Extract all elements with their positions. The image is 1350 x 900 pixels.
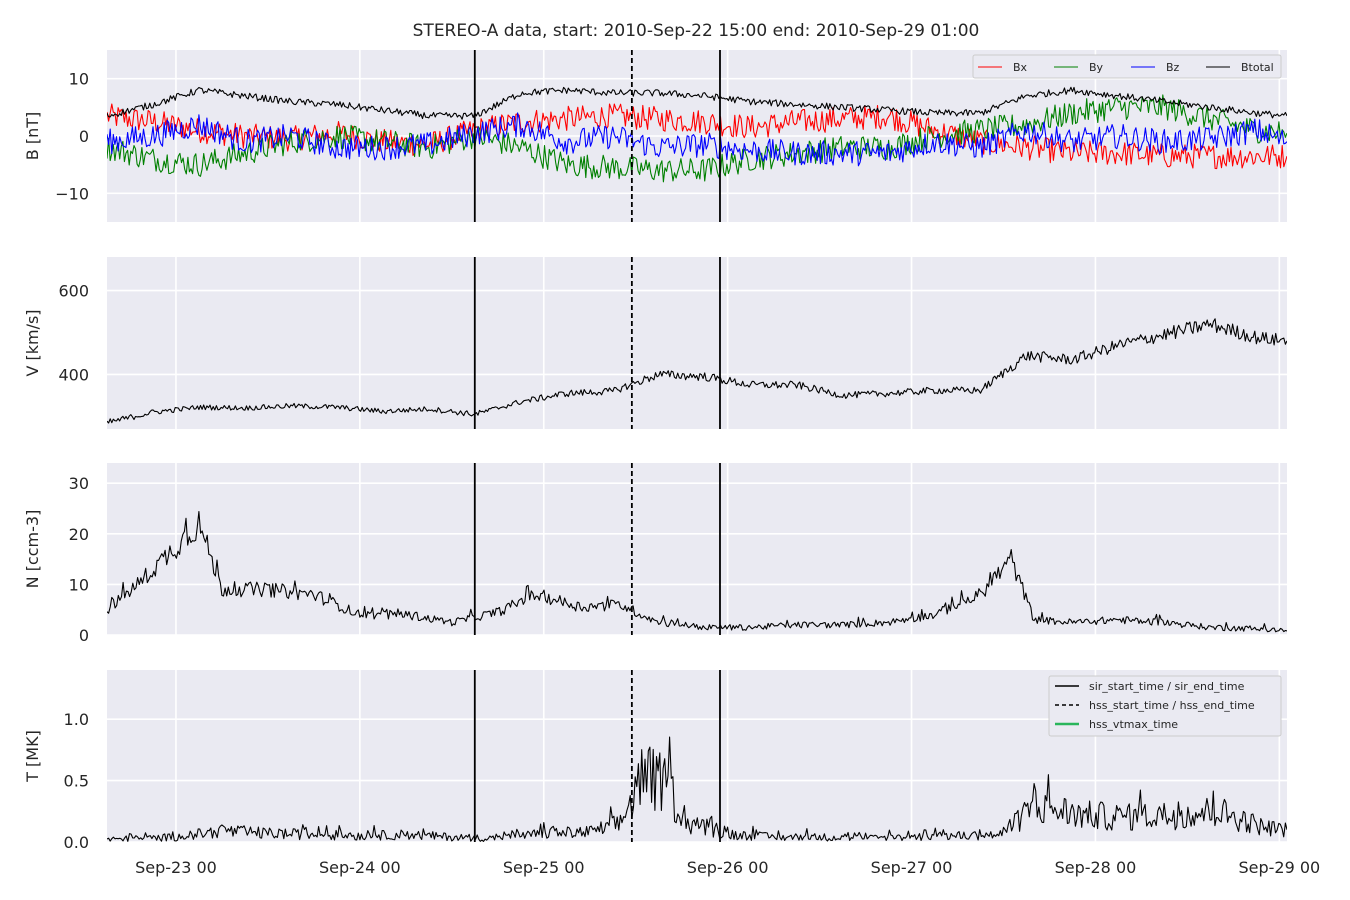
legend-entry-bx: Bx (1013, 61, 1028, 74)
panels: 10 0 −10 B [nT] Bx By Bz Btotal 600 400 V [km/s] 30… (23, 50, 1320, 877)
y-tick-label: 0.0 (64, 833, 89, 852)
legend-b-panel: Bx By Bz Btotal (972, 54, 1282, 79)
legend-entry: hss_start_time / hss_end_time (1089, 699, 1255, 712)
panel-B: 10 0 −10 B [nT] Bx By Bz Btotal (23, 50, 1287, 222)
legend-entry-btotal: Btotal (1241, 61, 1274, 74)
panel-N: 30 20 10 0 N [ccm-3] (23, 463, 1287, 645)
legend-event-lines: sir_start_time / sir_end_time hss_start_t… (1048, 675, 1282, 737)
series-line-n (107, 511, 1287, 633)
x-tick-label: Sep-23 00 (135, 858, 217, 877)
legend-entry: hss_vtmax_time (1089, 718, 1178, 731)
legend-entry: sir_start_time / sir_end_time (1089, 680, 1245, 693)
y-tick-label: 600 (58, 282, 89, 301)
y-tick-label: 10 (69, 575, 89, 594)
x-tick-label: Sep-26 00 (687, 858, 769, 877)
x-tick-label: Sep-28 00 (1055, 858, 1137, 877)
panel-background (107, 463, 1287, 635)
series-line-btotal (107, 86, 1287, 120)
legend-entry-by: By (1089, 61, 1104, 74)
x-tick-label: Sep-25 00 (503, 858, 585, 877)
x-tick-label: Sep-27 00 (871, 858, 953, 877)
series-line-bz (107, 112, 1287, 167)
x-tick-label: Sep-29 00 (1238, 858, 1320, 877)
legend-entry-bz: Bz (1166, 61, 1180, 74)
panel-V: 600 400 V [km/s] (23, 257, 1287, 429)
y-tick-label: −10 (55, 184, 89, 203)
panel-T: 1.0 0.5 0.0 T [MK] Sep-23 00 Sep-24 00 Sep-25 … (23, 670, 1320, 877)
y-axis-label: B [nT] (23, 112, 42, 160)
y-axis-label: N [ccm-3] (23, 510, 42, 589)
y-tick-label: 30 (69, 474, 89, 493)
y-tick-label: 1.0 (64, 710, 89, 729)
series-line-bx (107, 103, 1287, 170)
y-axis-label: V [km/s] (23, 309, 42, 376)
y-tick-label: 10 (69, 70, 89, 89)
series-line-t (107, 736, 1287, 842)
y-tick-label: 400 (58, 365, 89, 384)
panel-background (107, 257, 1287, 429)
x-tick-label: Sep-24 00 (319, 858, 401, 877)
y-tick-label: 0.5 (64, 772, 89, 791)
y-tick-label: 0 (79, 626, 89, 645)
y-tick-label: 0 (79, 127, 89, 146)
y-axis-label: T [MK] (23, 730, 42, 783)
y-tick-label: 20 (69, 525, 89, 544)
figure-title: STEREO-A data, start: 2010-Sep-22 15:00 … (413, 21, 980, 41)
series-line-v (107, 318, 1287, 424)
